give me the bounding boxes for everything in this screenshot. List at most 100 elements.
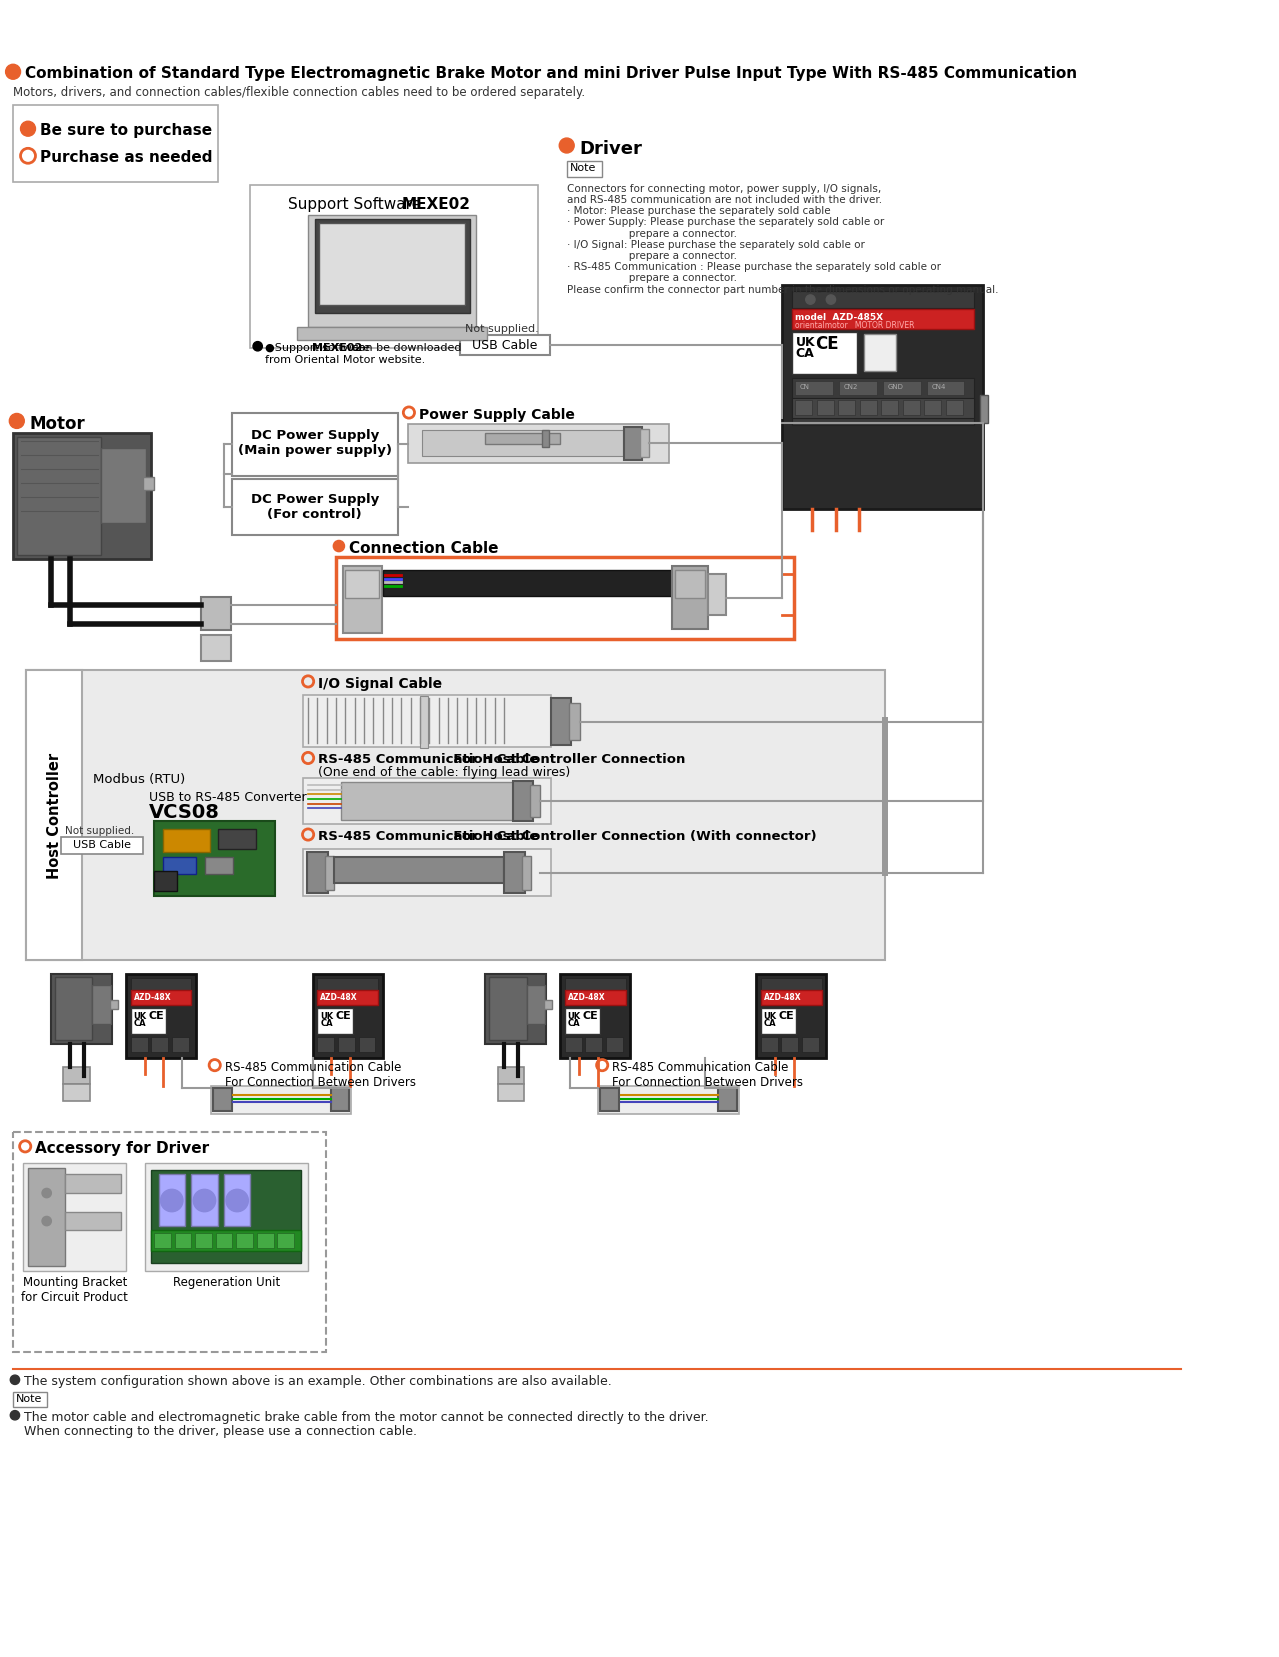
FancyBboxPatch shape (859, 401, 876, 416)
Text: (One end of the cable: flying lead wires): (One end of the cable: flying lead wires… (318, 766, 570, 779)
Text: UK: UK (133, 1011, 147, 1021)
Text: Modbus (RTU): Modbus (RTU) (93, 772, 185, 785)
Text: RS-485 Communication Cable: RS-485 Communication Cable (318, 752, 538, 766)
FancyBboxPatch shape (151, 1170, 301, 1263)
Text: USB to RS-485 Converter: USB to RS-485 Converter (150, 790, 307, 804)
FancyBboxPatch shape (881, 401, 898, 416)
FancyBboxPatch shape (330, 1089, 349, 1112)
Text: CE: CE (148, 1011, 164, 1021)
FancyBboxPatch shape (761, 979, 821, 989)
Text: Be sure to purchase: Be sure to purchase (40, 123, 212, 138)
Text: model  AZD-485X: model AZD-485X (796, 313, 884, 321)
FancyBboxPatch shape (945, 401, 963, 416)
FancyBboxPatch shape (718, 1089, 737, 1112)
FancyBboxPatch shape (303, 850, 551, 896)
FancyBboxPatch shape (130, 991, 192, 1006)
Text: GND: GND (888, 383, 904, 389)
Text: UK: UK (796, 336, 815, 350)
FancyBboxPatch shape (884, 381, 921, 396)
FancyBboxPatch shape (92, 986, 111, 1024)
FancyBboxPatch shape (130, 1009, 166, 1034)
Circle shape (559, 139, 574, 154)
FancyBboxPatch shape (64, 1084, 90, 1100)
Text: UK: UK (320, 1011, 334, 1021)
FancyBboxPatch shape (408, 424, 669, 464)
Text: The motor cable and electromagnetic brake cable from the motor cannot be connect: The motor cable and electromagnetic brak… (24, 1410, 709, 1423)
FancyBboxPatch shape (23, 1163, 127, 1271)
Text: CE: CE (779, 1011, 794, 1021)
FancyBboxPatch shape (839, 401, 856, 416)
FancyBboxPatch shape (143, 477, 153, 490)
Text: Note: Note (15, 1394, 42, 1403)
FancyBboxPatch shape (839, 381, 876, 396)
FancyBboxPatch shape (127, 974, 196, 1059)
Text: prepare a connector.: prepare a connector. (567, 250, 737, 260)
Text: RS-485 Communication Cable
For Connection Between Drivers: RS-485 Communication Cable For Connectio… (613, 1060, 803, 1089)
FancyBboxPatch shape (761, 1037, 778, 1052)
Text: CA: CA (764, 1019, 776, 1027)
FancyBboxPatch shape (153, 822, 275, 896)
FancyBboxPatch shape (212, 1089, 231, 1112)
FancyBboxPatch shape (883, 717, 888, 877)
FancyBboxPatch shape (317, 1009, 353, 1034)
FancyBboxPatch shape (624, 428, 642, 461)
Text: VCS08: VCS08 (150, 802, 220, 822)
FancyBboxPatch shape (336, 558, 793, 640)
FancyBboxPatch shape (796, 401, 812, 416)
FancyBboxPatch shape (707, 575, 726, 616)
FancyBboxPatch shape (17, 437, 101, 557)
FancyBboxPatch shape (151, 1231, 301, 1251)
FancyBboxPatch shape (224, 1175, 251, 1226)
FancyBboxPatch shape (792, 398, 973, 419)
FancyBboxPatch shape (65, 1211, 122, 1231)
Text: and RS-485 communication are not included with the driver.: and RS-485 communication are not include… (567, 196, 881, 205)
Text: Motor: Motor (29, 416, 86, 432)
Text: from Oriental Motor website.: from Oriental Motor website. (265, 355, 426, 365)
Text: The system configuration shown above is an example. Other combinations are also : The system configuration shown above is … (24, 1374, 613, 1387)
FancyBboxPatch shape (231, 479, 398, 535)
Text: Connection Cable: Connection Cable (349, 540, 499, 555)
FancyBboxPatch shape (65, 1175, 122, 1193)
FancyBboxPatch shape (522, 857, 531, 890)
FancyBboxPatch shape (927, 381, 964, 396)
Circle shape (226, 1190, 248, 1211)
FancyBboxPatch shape (26, 671, 82, 959)
Text: Please confirm the connector part number in the dimensions or operating manual.: Please confirm the connector part number… (567, 285, 998, 295)
FancyBboxPatch shape (303, 696, 551, 747)
FancyBboxPatch shape (498, 1067, 524, 1084)
FancyBboxPatch shape (567, 162, 602, 179)
Text: Not supplied.: Not supplied. (65, 825, 134, 835)
FancyBboxPatch shape (130, 1037, 147, 1052)
Text: Note: Note (569, 164, 596, 174)
Text: AZD-48X: AZD-48X (133, 993, 171, 1002)
Text: CE: CE (815, 335, 839, 353)
FancyBboxPatch shape (420, 698, 427, 749)
FancyBboxPatch shape (51, 974, 113, 1044)
FancyBboxPatch shape (317, 1037, 334, 1052)
Text: Combination of Standard Type Electromagnetic Brake Motor and mini Driver Pulse I: Combination of Standard Type Electromagn… (26, 66, 1077, 81)
FancyBboxPatch shape (796, 381, 833, 396)
Text: · RS-485 Communication : Please purchase the separately sold cable or: · RS-485 Communication : Please purchase… (567, 262, 941, 272)
Text: AZD-48X: AZD-48X (320, 993, 358, 1002)
FancyBboxPatch shape (192, 1175, 217, 1226)
FancyBboxPatch shape (358, 1037, 375, 1052)
FancyBboxPatch shape (675, 572, 705, 598)
FancyBboxPatch shape (64, 1067, 90, 1084)
FancyBboxPatch shape (317, 979, 379, 989)
FancyBboxPatch shape (486, 974, 546, 1044)
Text: For Host Controller Connection (With connector): For Host Controller Connection (With con… (444, 830, 817, 842)
Text: USB Cable: USB Cable (73, 840, 130, 850)
Text: Purchase as needed: Purchase as needed (40, 151, 212, 166)
Circle shape (9, 414, 24, 429)
Text: AZD-48X: AZD-48X (568, 993, 605, 1002)
Text: Not supplied.: Not supplied. (466, 323, 538, 333)
FancyBboxPatch shape (219, 830, 256, 850)
FancyBboxPatch shape (551, 699, 572, 746)
FancyBboxPatch shape (599, 1085, 738, 1114)
Text: For Host Controller Connection: For Host Controller Connection (444, 752, 686, 766)
Text: AZD-48X: AZD-48X (764, 993, 802, 1002)
FancyBboxPatch shape (460, 336, 550, 356)
FancyBboxPatch shape (251, 186, 537, 350)
Text: UK: UK (764, 1011, 776, 1021)
Circle shape (806, 295, 815, 305)
